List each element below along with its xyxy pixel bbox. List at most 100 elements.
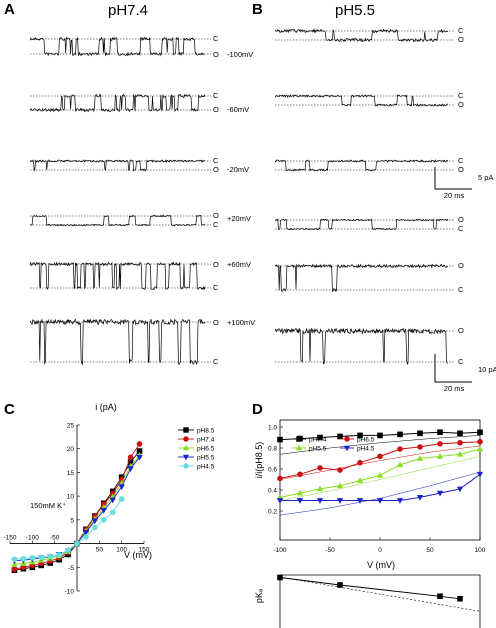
data-point — [91, 518, 99, 525]
data-point — [343, 445, 351, 452]
level-label: C — [458, 156, 464, 165]
current-trace — [274, 263, 449, 293]
chart-d-ytick-label: 0.2 — [268, 509, 277, 516]
chart-c-xtick-label: -150 — [3, 535, 16, 542]
chart-d-series-line — [280, 473, 481, 501]
panel-b-title: pH5.5 — [335, 2, 375, 19]
level-label: O — [458, 35, 464, 44]
pka-chart: pKₐ V (mV) -100 -50 0 50 100 — [254, 537, 486, 628]
data-point — [437, 593, 443, 600]
level-label: C — [458, 91, 464, 100]
data-point — [357, 459, 363, 466]
level-label: C — [458, 357, 464, 366]
level-label: C — [213, 283, 219, 292]
data-point — [357, 432, 363, 439]
data-point — [344, 436, 350, 442]
chart-c-ytick-label: 25 — [67, 423, 75, 430]
data-point — [11, 566, 18, 572]
data-point — [337, 467, 343, 473]
current-trace — [29, 261, 206, 291]
level-label: C — [213, 34, 219, 43]
current-trace — [29, 159, 206, 172]
data-point — [136, 441, 143, 447]
data-point — [109, 509, 116, 516]
data-point — [92, 524, 98, 531]
data-point — [336, 498, 344, 504]
data-point — [65, 547, 71, 554]
data-point — [437, 441, 443, 447]
data-point — [136, 454, 143, 461]
data-point — [56, 552, 62, 558]
scalebar-current-label: 5 pA — [478, 173, 493, 182]
data-point — [276, 498, 284, 504]
data-point — [417, 444, 423, 450]
level-label: O — [458, 100, 464, 109]
chart-c-ytick-label: 20 — [67, 446, 75, 453]
chart-c-xtick-label: -100 — [26, 535, 39, 542]
data-point — [377, 453, 383, 460]
data-point — [477, 438, 483, 445]
chart-c-ytick-label: -10 — [65, 589, 75, 596]
chart-c-xlabel: V (mV) — [124, 550, 152, 560]
chart-d-xtick-label: 100 — [475, 547, 486, 554]
data-point — [317, 465, 323, 471]
legend-label: pH7.4 — [309, 437, 327, 444]
chart-c-ytick-label: -5 — [68, 565, 74, 572]
data-point — [47, 553, 54, 560]
data-point — [277, 475, 283, 482]
voltage-label: +60mV — [227, 260, 251, 269]
data-point — [183, 436, 189, 442]
data-point — [11, 561, 18, 567]
data-point — [376, 498, 384, 504]
chart-d-xtick-label: 50 — [426, 547, 434, 554]
chart-c-ytick-label: 5 — [70, 517, 74, 524]
data-point — [416, 455, 424, 461]
chart-d-ytick-label: 0.4 — [268, 488, 277, 495]
level-label: C — [213, 220, 219, 229]
chart-c-xtick-label: 100 — [116, 547, 127, 554]
data-point — [396, 498, 404, 504]
data-point — [457, 595, 463, 602]
data-point — [118, 484, 125, 490]
chart-c-xtick-label: -50 — [50, 535, 60, 542]
data-point — [74, 540, 80, 547]
iv-chart: i (pA) V (mV) 150mM K⁺ -10 -5 5 10 15 20 25 -15… — [3, 402, 214, 596]
data-point — [297, 471, 303, 478]
level-label: C — [213, 91, 219, 100]
current-trace — [274, 327, 449, 365]
data-point — [38, 554, 45, 561]
level-label: O — [213, 260, 219, 269]
chart-c-ytick-label: 15 — [67, 470, 75, 477]
data-point — [118, 496, 125, 502]
data-point — [337, 582, 343, 588]
level-label: O — [458, 326, 464, 335]
data-point — [101, 517, 107, 523]
level-label: O — [458, 165, 464, 174]
data-point — [396, 461, 404, 468]
data-point — [20, 555, 27, 562]
data-point — [82, 529, 90, 536]
fit-curve — [279, 576, 481, 612]
chart-c-annotation: 150mM K⁺ — [30, 501, 66, 510]
data-point — [127, 454, 134, 461]
data-point — [29, 555, 36, 561]
level-label: O — [213, 211, 219, 220]
current-trace — [275, 94, 448, 107]
voltage-labels: -100mV -60mV -20mV +20mV +60mV +100mV — [227, 50, 255, 327]
data-point — [417, 430, 423, 437]
level-label: O — [458, 261, 464, 270]
level-label: C — [458, 26, 464, 35]
current-trace — [29, 214, 206, 227]
level-label: O — [458, 215, 464, 224]
scalebar-large: 10 pA 20 ms — [434, 354, 496, 393]
legend-label: pH4.5 — [357, 446, 375, 453]
chart-d-ytick-label: 0.6 — [268, 467, 277, 474]
chart-c-xtick-label: 50 — [96, 547, 104, 554]
scalebar-lines — [434, 167, 472, 190]
current-trace — [29, 36, 206, 57]
scalebar-current-label: 10 pA — [478, 365, 496, 374]
data-point — [296, 436, 302, 442]
chart-d-ylabel: i/i(pH8.5) — [254, 442, 264, 479]
panel-letter-d: D — [252, 401, 263, 418]
legend-label: pH5.5 — [197, 455, 215, 462]
